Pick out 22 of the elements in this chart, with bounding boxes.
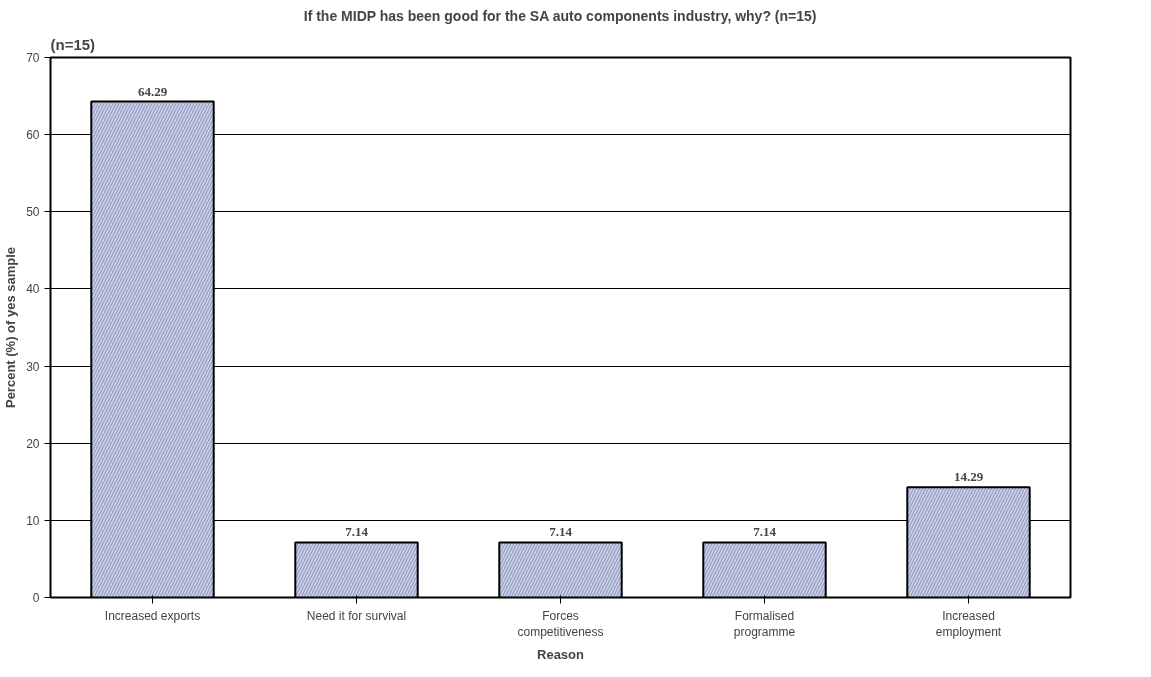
data-label: 7.14 bbox=[345, 524, 369, 540]
x-tick-label: Increased employment bbox=[935, 608, 1002, 640]
x-tick-label: Need it for survival bbox=[306, 608, 407, 623]
x-tick-label: Formalised programme bbox=[733, 608, 796, 640]
x-tick-label: Increased exports bbox=[104, 608, 201, 623]
data-label: 64.29 bbox=[137, 83, 168, 99]
x-tick-label: Forces competitiveness bbox=[517, 608, 604, 640]
y-tick-label: 60 bbox=[26, 128, 40, 143]
y-tick-label: 30 bbox=[26, 359, 40, 374]
y-tick-label: 40 bbox=[26, 282, 40, 297]
y-tick-label: 50 bbox=[26, 205, 40, 220]
y-tick-label: 10 bbox=[26, 513, 40, 528]
y-tick-label: 70 bbox=[26, 51, 40, 65]
data-label: 7.14 bbox=[753, 524, 777, 540]
text: (n=15) bbox=[50, 35, 96, 53]
y-tick-label: 0 bbox=[32, 591, 40, 605]
data-label: 14.29 bbox=[953, 469, 984, 485]
x-axis-title: Reason bbox=[537, 647, 585, 663]
y-axis-title: Percent (%) of yes sample bbox=[3, 246, 19, 409]
chart-title: If the MIDP has been good for the SA auto components industry, why? (n=15) bbox=[303, 7, 817, 24]
y-tick-label: 20 bbox=[26, 436, 40, 451]
data-label: 7.14 bbox=[549, 524, 573, 540]
